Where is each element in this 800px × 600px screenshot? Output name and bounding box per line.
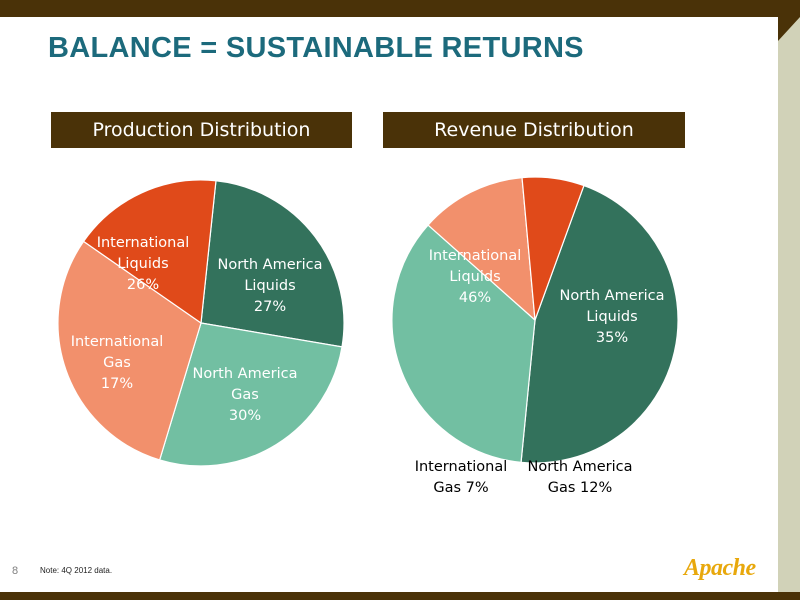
apache-logo: Apache [684,555,756,581]
production-label-intl-gas: International Gas 17% [71,334,164,392]
production-label-intl-liquids: International Liquids 26% [97,235,190,293]
production-slice-na-gas [57,240,202,461]
revenue-label-na-gas: North America Gas 12% [528,459,633,496]
production-slice-intl-gas [82,179,217,325]
revenue-chart-title: Revenue Distribution [383,112,685,148]
bottom-bar [0,592,800,600]
corner-accent [778,17,800,41]
production-slice-na-liquids [158,322,343,467]
revenue-slice-intl-gas [521,176,585,321]
revenue-label-na-liquids: North America Liquids 35% [560,288,665,346]
revenue-slice-intl-liquids [520,184,679,464]
production-slice-intl-liquids [200,180,345,348]
revenue-slice-na-gas [427,176,536,322]
slide-title: BALANCE = SUSTAINABLE RETURNS [48,32,584,64]
production-label-na-liquids: North America Liquids 27% [218,257,323,315]
revenue-label-intl-liquids: International Liquids 46% [429,248,522,306]
top-bar [0,0,800,17]
revenue-label-intl-gas: International Gas 7% [415,459,508,496]
production-chart-title: Production Distribution [51,112,352,148]
right-side-bar [778,17,800,592]
production-label-na-gas: North America Gas 30% [193,366,298,424]
page-number: 8 [12,565,19,577]
footnote: Note: 4Q 2012 data. [40,566,113,575]
revenue-slice-na-liquids [391,224,536,463]
